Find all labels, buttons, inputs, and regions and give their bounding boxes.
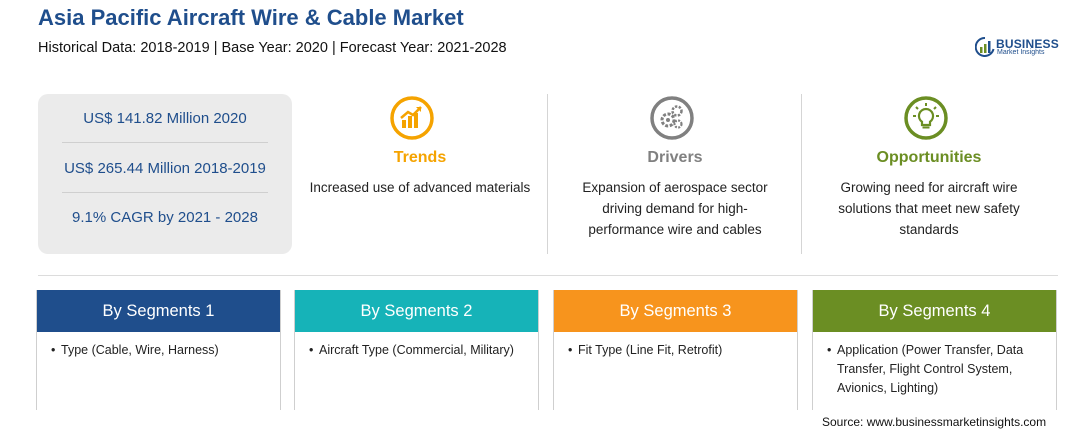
- stat-market-value-2020: US$ 141.82 Million 2020: [83, 110, 247, 127]
- stat-divider: [62, 142, 268, 143]
- opportunities-title: Opportunities: [876, 149, 982, 166]
- column-divider: [547, 94, 548, 254]
- column-divider: [801, 94, 802, 254]
- stat-divider: [62, 192, 268, 193]
- segment-3-title: By Segments 3: [554, 290, 797, 332]
- section-divider: [38, 275, 1058, 276]
- drivers-column: Drivers Expansion of aerospace sector dr…: [552, 94, 797, 254]
- page-title: Asia Pacific Aircraft Wire & Cable Marke…: [38, 5, 464, 30]
- opportunities-column: Opportunities Growing need for aircraft …: [806, 94, 1051, 254]
- segment-1-title: By Segments 1: [37, 290, 280, 332]
- trending-chart-icon: [390, 96, 434, 140]
- globe-logo-icon: [975, 36, 995, 57]
- page-subtitle: Historical Data: 2018-2019 | Base Year: …: [38, 40, 507, 56]
- segment-card-4: By Segments 4 Application (Power Transfe…: [812, 290, 1057, 410]
- source-link[interactable]: Source: www.businessmarketinsights.com: [822, 415, 1047, 429]
- segment-2-title: By Segments 2: [295, 290, 538, 332]
- trends-title: Trends: [393, 149, 447, 166]
- trends-column: Trends Increased use of advanced materia…: [296, 94, 544, 254]
- logo-name: BUSINESS: [996, 37, 1059, 51]
- segment-card-2: By Segments 2 Aircraft Type (Commercial,…: [294, 290, 539, 410]
- gears-icon: [650, 96, 694, 140]
- stat-cagr: 9.1% CAGR by 2021 - 2028: [72, 209, 258, 226]
- trends-text: Increased use of advanced materials: [309, 180, 531, 195]
- drivers-title: Drivers: [647, 149, 703, 166]
- segment-2-item: Aircraft Type (Commercial, Military): [309, 341, 528, 360]
- segment-4-item: Application (Power Transfer, Data Transf…: [827, 341, 1046, 398]
- segment-card-3: By Segments 3 Fit Type (Line Fit, Retrof…: [553, 290, 798, 410]
- segment-1-item: Type (Cable, Wire, Harness): [51, 341, 270, 360]
- stat-market-value-historical: US$ 265.44 Million 2018-2019: [64, 160, 266, 177]
- opportunities-text: Growing need for aircraft wire solutions…: [838, 180, 1020, 237]
- market-stats-card: US$ 141.82 Million 2020 US$ 265.44 Milli…: [38, 94, 292, 254]
- brand-logo: BUSINESS Market Insights: [975, 36, 1065, 60]
- segment-card-1: By Segments 1 Type (Cable, Wire, Harness…: [36, 290, 281, 410]
- segment-4-title: By Segments 4: [813, 290, 1056, 332]
- logo-tagline: Market Insights: [997, 49, 1045, 56]
- segment-3-item: Fit Type (Line Fit, Retrofit): [568, 341, 787, 360]
- drivers-text: Expansion of aerospace sector driving de…: [582, 180, 768, 237]
- lightbulb-icon: [904, 96, 948, 140]
